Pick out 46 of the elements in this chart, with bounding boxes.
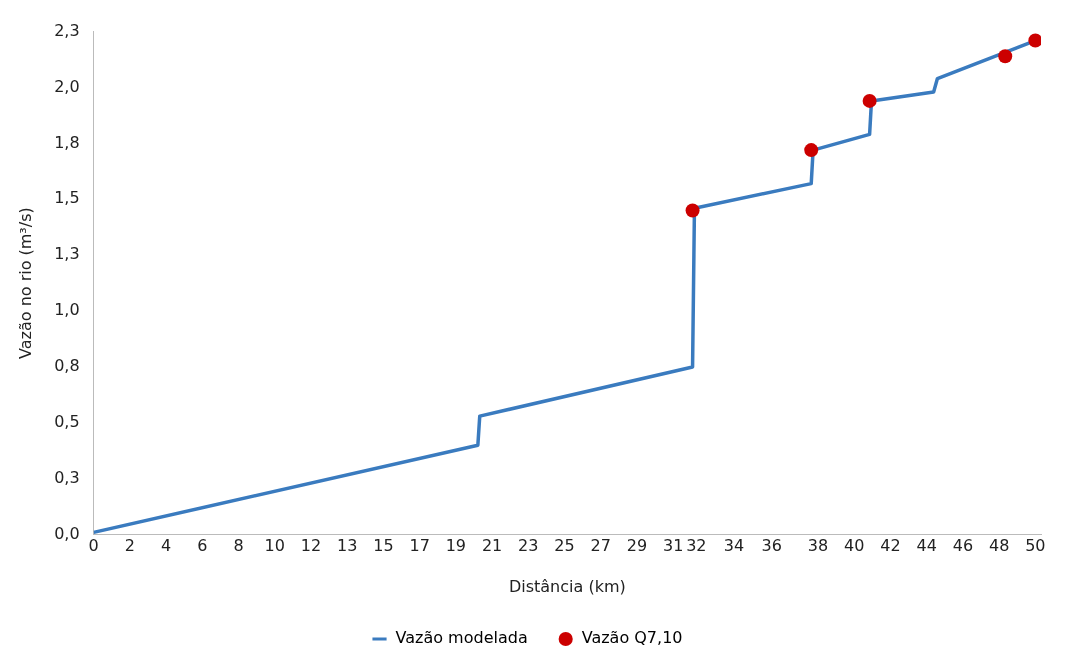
point <box>804 143 819 158</box>
x-tick-label: 19 <box>445 536 467 556</box>
y-tick-label: 1,0 <box>54 300 80 320</box>
x-tick-label: 48 <box>988 536 1010 556</box>
x-tick-label: 27 <box>590 536 611 556</box>
y-tick-label: 0,3 <box>54 467 80 487</box>
x-tick-label: 17 <box>409 536 430 556</box>
y-tick-label: 1,3 <box>54 244 80 264</box>
point <box>685 203 700 218</box>
point <box>1028 33 1041 48</box>
x-tick-label: 8 <box>233 536 244 556</box>
x-tick-label: 50 <box>1025 536 1046 556</box>
x-tick-label: 40 <box>844 536 865 556</box>
x-tick-label: 23 <box>518 536 539 556</box>
x-tick-label: 12 <box>300 536 322 556</box>
x-tick-label: 44 <box>916 536 937 556</box>
x-tick-label: 21 <box>481 536 503 556</box>
y-tick-label: 2,0 <box>54 76 80 96</box>
x-tick-label: 4 <box>160 536 172 556</box>
x-tick-label: 10 <box>264 536 285 556</box>
x-tick-label: 29 <box>626 536 648 556</box>
y-tick-label: 0,5 <box>54 411 80 431</box>
x-tick-label: 46 <box>952 536 974 556</box>
y-tick-label: 1,8 <box>54 132 80 152</box>
x-tick-label: 38 <box>807 536 829 556</box>
x-tick-label: 31 <box>662 536 684 556</box>
x-tick-label: 42 <box>880 536 901 556</box>
x-tick-label: 6 <box>197 536 208 556</box>
y-axis-title: Vazão no rio (m³/s) <box>15 207 35 359</box>
x-tick-label: 0 <box>88 536 99 556</box>
y-tick-label: 0,8 <box>54 356 80 376</box>
x-tick-label: 34 <box>723 536 745 556</box>
y-tick-label: 1,5 <box>54 188 80 208</box>
y-tick-label: 0,0 <box>54 523 80 543</box>
x-tick-label: 15 <box>373 536 394 556</box>
point <box>998 49 1013 64</box>
legend-label: Vazão modelada <box>395 628 528 648</box>
legend-label: Vazão Q7,10 <box>581 628 683 648</box>
y-tick-label: 2,3 <box>54 20 80 40</box>
x-tick-label: 2 <box>124 536 135 556</box>
x-tick-label: 32 <box>686 536 707 556</box>
x-axis-title: Distância (km) <box>508 576 626 596</box>
x-tick-label: 25 <box>554 536 575 556</box>
x-tick-label: 36 <box>761 536 782 556</box>
x-tick-label: 13 <box>337 536 358 556</box>
point <box>862 93 877 108</box>
